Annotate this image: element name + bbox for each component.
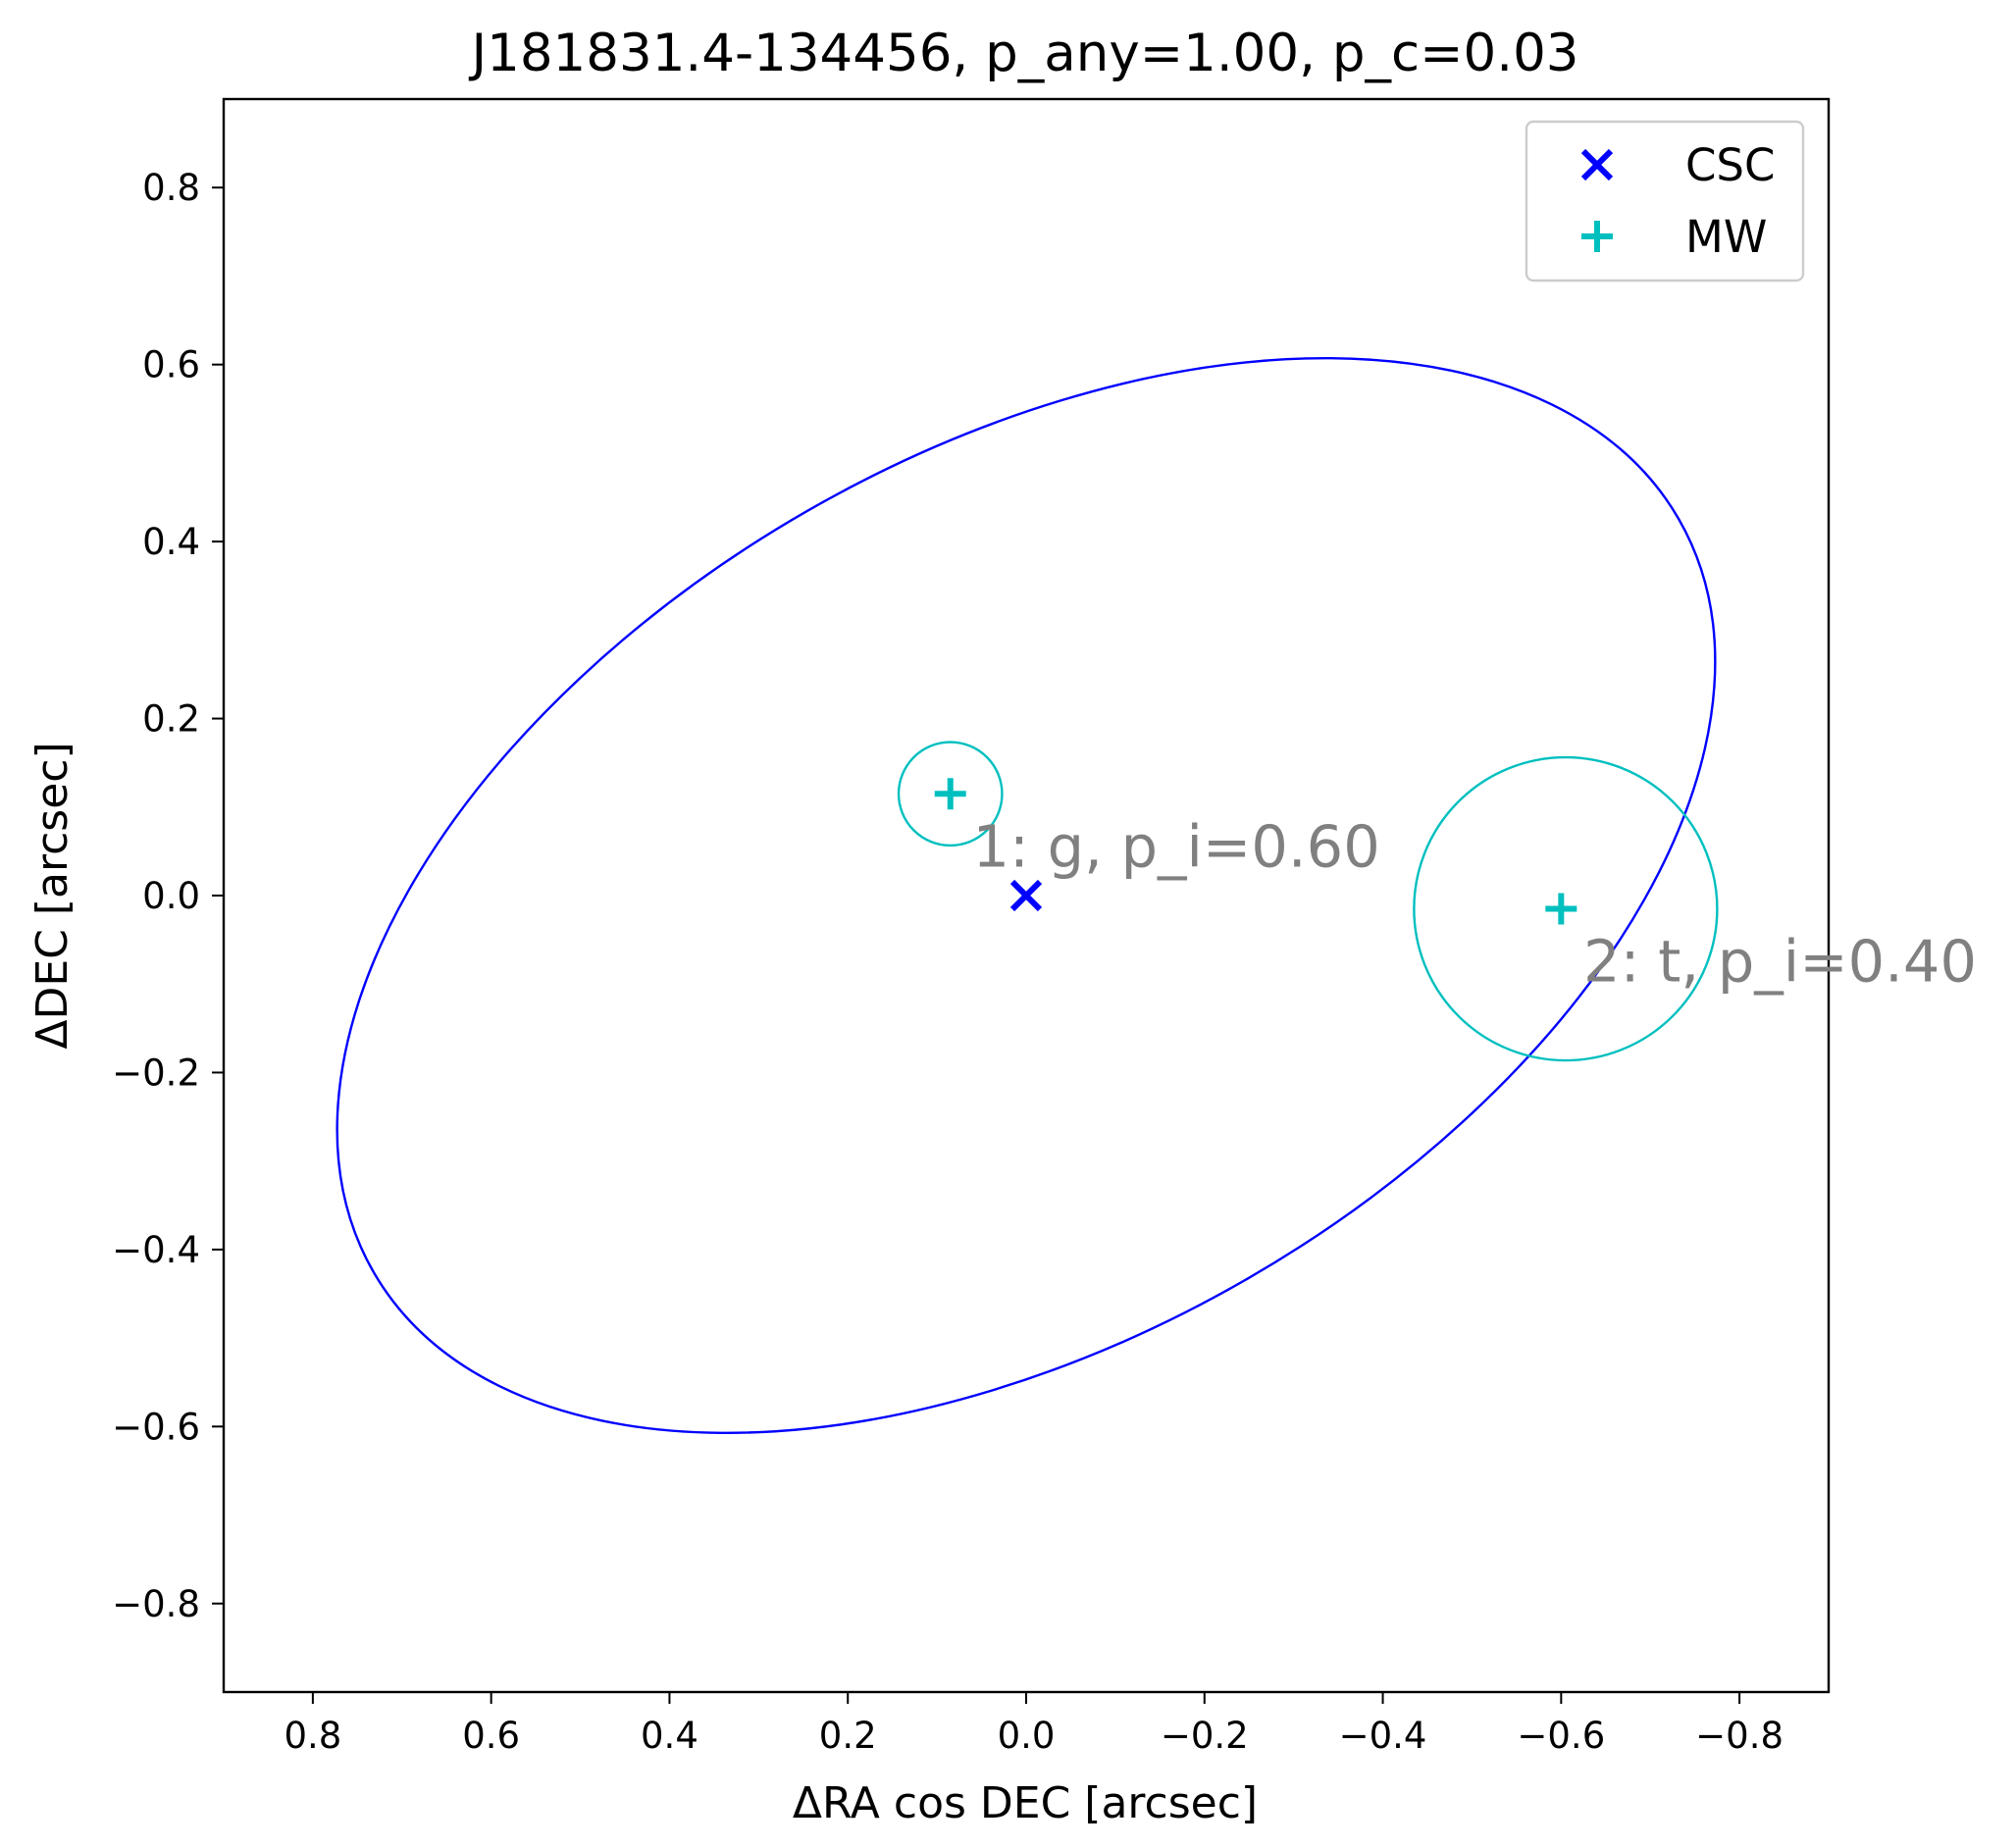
y-tick-label: 0.0 — [142, 875, 200, 917]
y-tick-label: −0.8 — [112, 1583, 200, 1625]
y-axis-ticks: 0.8 0.6 0.4 0.2 0.0 −0.2 −0.4 −0.6 −0.8 — [112, 167, 224, 1625]
annotations: 1: g, p_i=0.60 2: t, p_i=0.40 — [972, 812, 1977, 995]
x-tick-label: 0.4 — [641, 1715, 698, 1757]
y-tick-label: −0.2 — [112, 1052, 200, 1094]
mw-error-circle — [1413, 755, 1719, 1062]
mw-point — [1545, 893, 1577, 925]
legend-marker-mw — [1581, 221, 1613, 252]
chart-title: J181831.4-134456, p_any=1.00, p_c=0.03 — [468, 24, 1578, 83]
y-tick-label: −0.4 — [112, 1229, 200, 1271]
y-tick-label: 0.8 — [142, 167, 200, 209]
x-axis-label: ΔRA cos DEC [arcsec] — [793, 1778, 1258, 1828]
csc-point — [1009, 879, 1043, 912]
point-annotation: 2: t, p_i=0.40 — [1583, 928, 1977, 996]
y-tick-label: −0.6 — [112, 1406, 200, 1448]
y-tick-label: 0.6 — [142, 344, 200, 386]
csc-point-stroke — [1009, 879, 1043, 912]
x-tick-label: 0.6 — [462, 1715, 520, 1757]
x-tick-label: 0.0 — [998, 1715, 1056, 1757]
legend-marker-csc-stroke — [1580, 148, 1614, 181]
x-tick-label: −0.8 — [1695, 1715, 1783, 1757]
mw-point — [934, 778, 966, 810]
x-tick-label: −0.6 — [1517, 1715, 1605, 1757]
x-tick-label: −0.4 — [1339, 1715, 1427, 1757]
y-tick-label: 0.4 — [142, 521, 200, 563]
legend-label-mw: MW — [1685, 211, 1767, 263]
legend-label-csc: CSC — [1685, 139, 1775, 191]
legend: CSC MW — [1525, 120, 1805, 282]
x-tick-label: 0.2 — [819, 1715, 877, 1757]
x-tick-label: −0.2 — [1161, 1715, 1249, 1757]
plot-content — [336, 356, 1719, 1435]
x-tick-label: 0.8 — [284, 1715, 341, 1757]
point-annotation: 1: g, p_i=0.60 — [972, 812, 1379, 880]
mw-error-circle — [897, 741, 1004, 847]
y-axis-label: ΔDEC [arcsec] — [27, 742, 78, 1049]
csc-error-ellipse — [336, 356, 1717, 1435]
x-axis-ticks: 0.8 0.6 0.4 0.2 0.0 −0.2 −0.4 −0.6 −0.8 — [284, 1692, 1783, 1757]
legend-marker-csc — [1580, 148, 1614, 181]
y-tick-label: 0.2 — [142, 698, 200, 741]
